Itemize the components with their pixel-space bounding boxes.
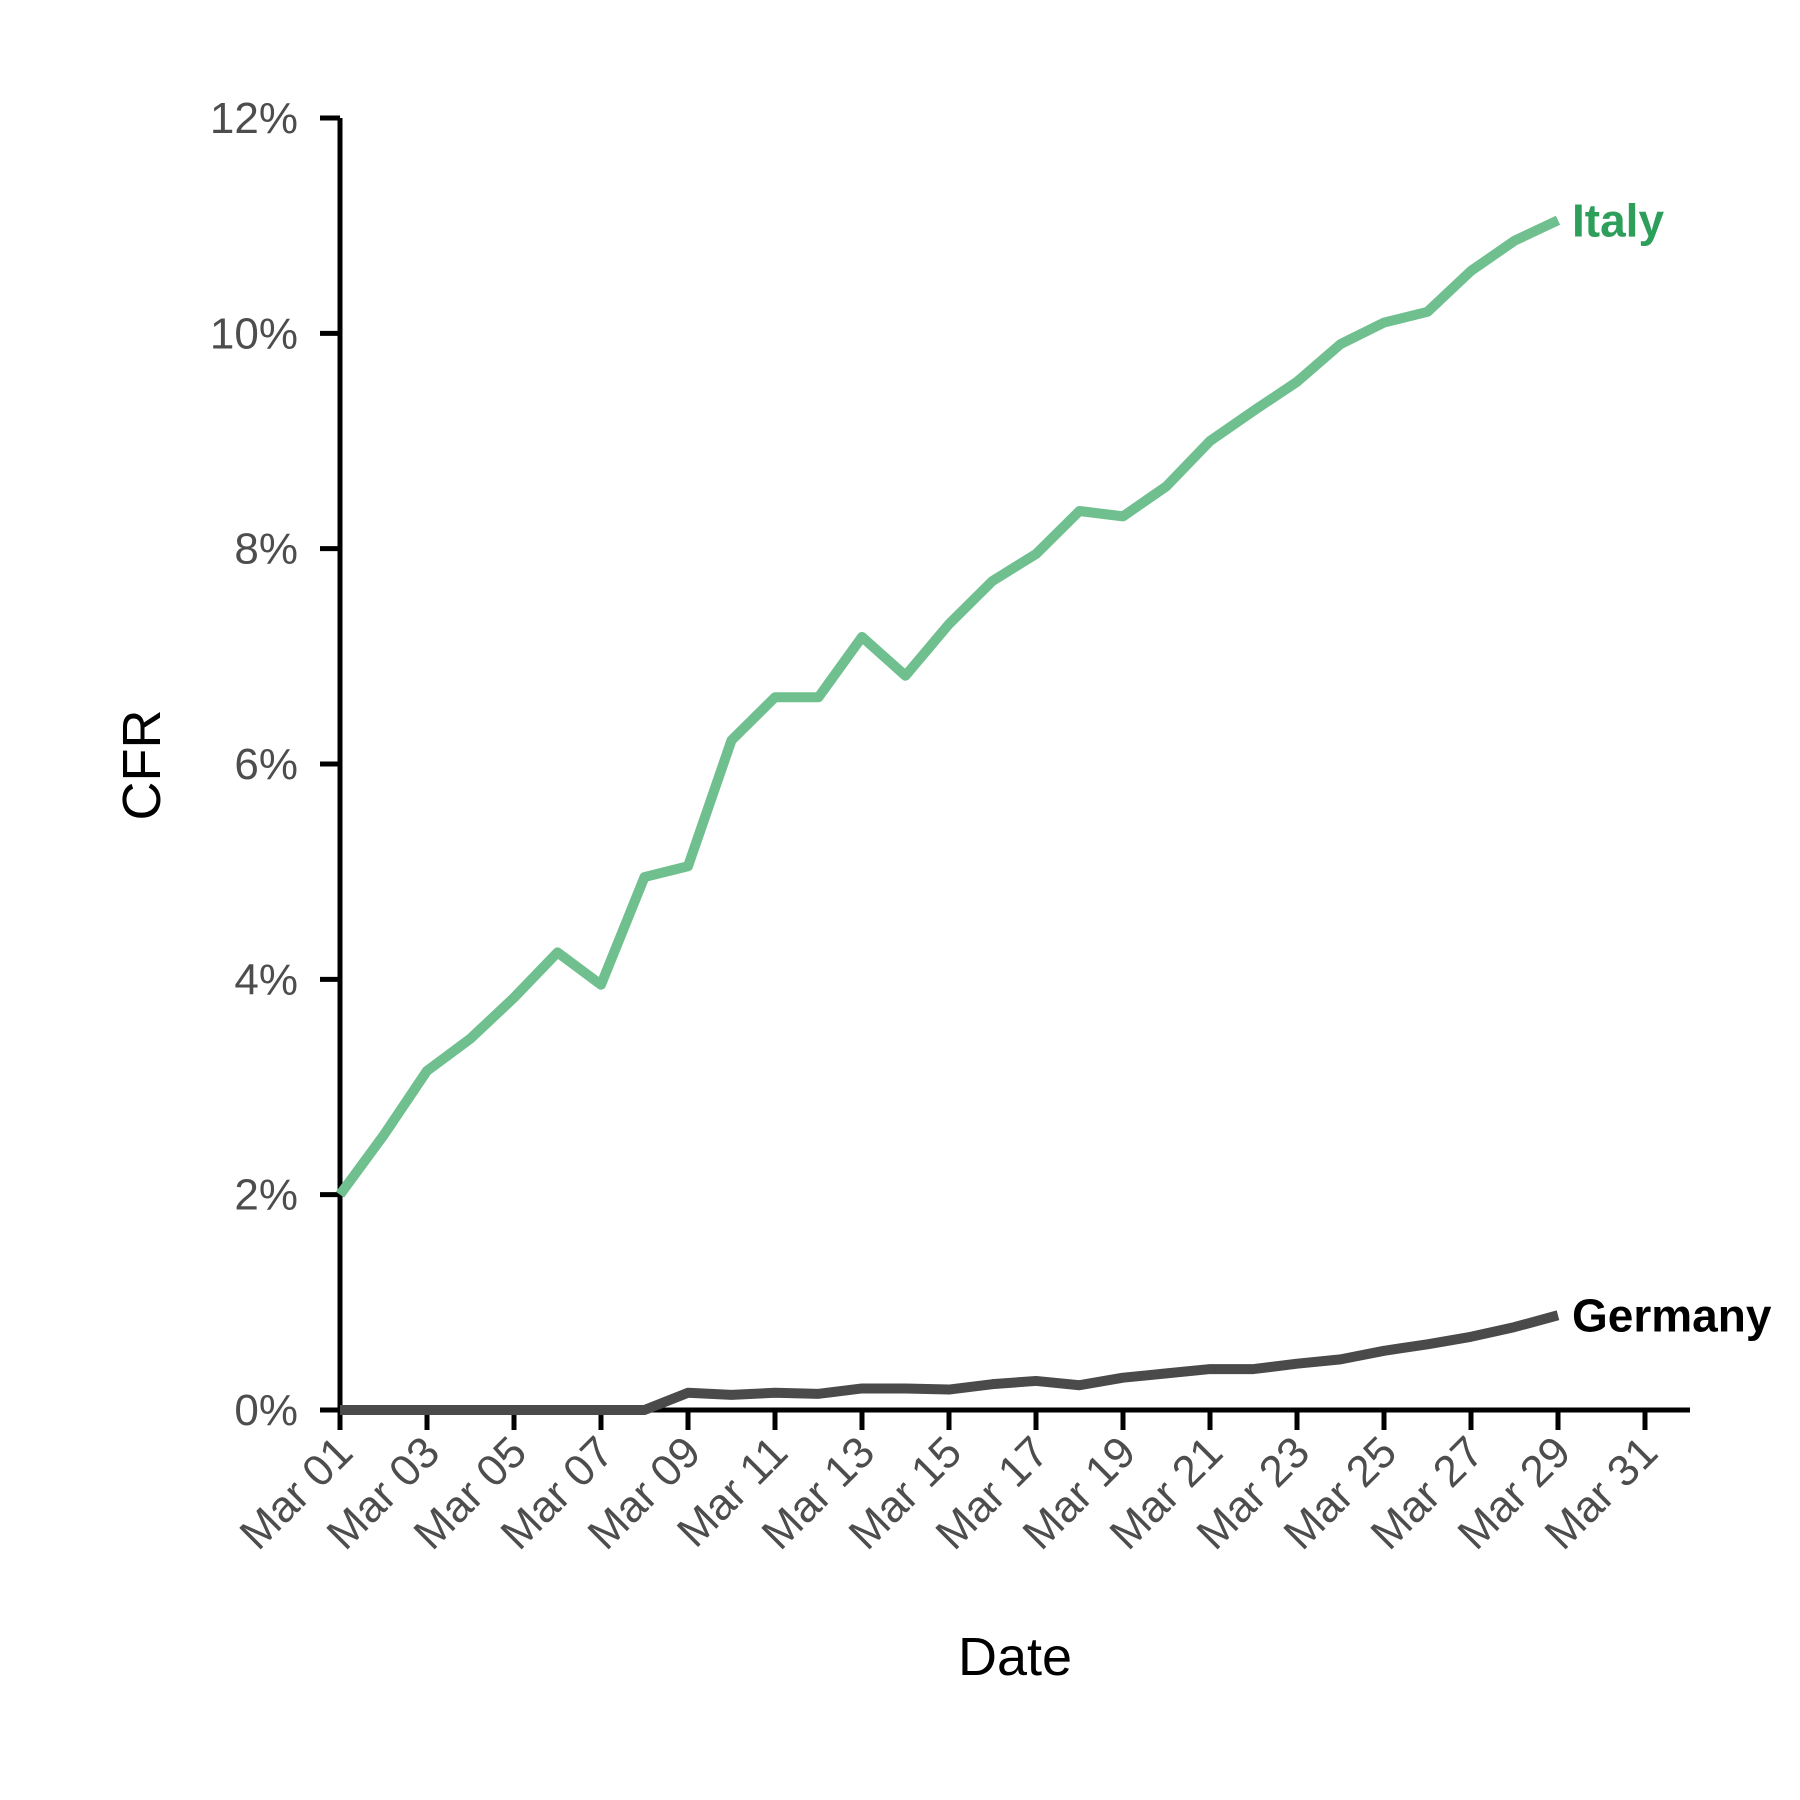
y-tick-label: 0% [234,1386,298,1435]
series-layer [335,215,1561,1415]
y-tick-label: 12% [210,94,298,143]
y-axis-title: CFR [112,710,172,821]
y-tick-label: 4% [234,955,298,1004]
series-label-italy: Italy [1572,194,1664,246]
y-tick-label: 6% [234,740,298,789]
y-tick-label: 2% [234,1171,298,1220]
x-axis-title: Date [958,1627,1072,1687]
series-label-germany: Germany [1572,1289,1772,1341]
y-tick-label: 10% [210,309,298,358]
y-tick-label: 8% [234,525,298,574]
series-line-germany [340,1310,1560,1415]
series-line-italy [335,215,1561,1198]
labels-layer: Italy Germany [1572,194,1772,1341]
